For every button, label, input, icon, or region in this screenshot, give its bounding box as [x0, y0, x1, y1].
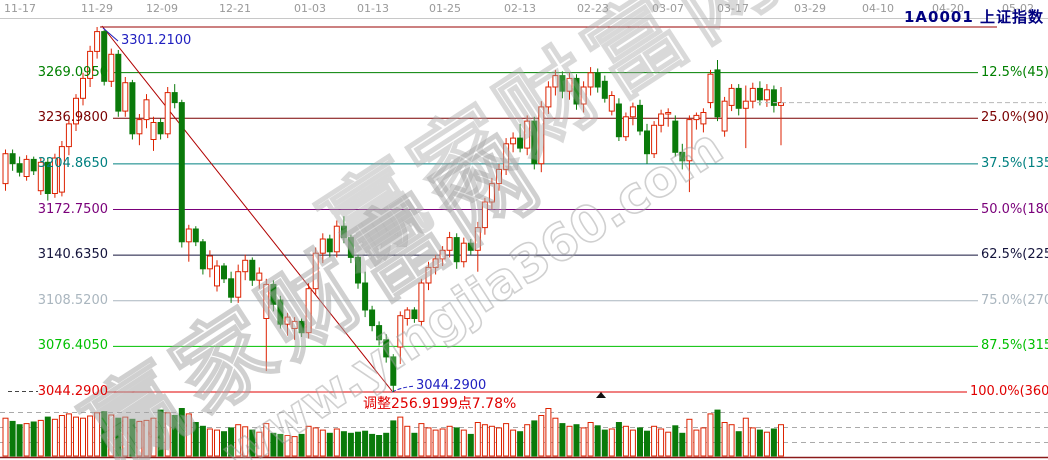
date-tick-label: 03-07 [652, 2, 684, 15]
fib-price-label: 3044.2900 [37, 384, 108, 399]
date-tick-label: 11-17 [4, 2, 36, 15]
date-tick-label: 03-17 [717, 2, 749, 15]
fib-percent-label: 12.5%(45) [981, 64, 1048, 80]
low-price-annotation: 3044.2900 [416, 378, 487, 393]
fib-price-label: 3269.0950 [37, 64, 108, 80]
fib-price-label: 3204.8650 [37, 155, 108, 171]
date-tick-label: 12-21 [219, 2, 251, 15]
date-tick-label: 12-09 [146, 2, 178, 15]
retracement-annotation: 调整256.9199点7.78% [363, 396, 517, 412]
fib-price-label: 3172.7500 [37, 201, 108, 217]
fib-percent-label: 50.0%(180) [981, 201, 1048, 217]
fib-price-label: 3140.6350 [37, 247, 108, 263]
fib-percent-label: 100.0%(360) [970, 384, 1048, 399]
fib-percent-label: 75.0%(270) [981, 292, 1048, 308]
date-tick-label: 02-13 [504, 2, 536, 15]
date-tick-label: 03-29 [794, 2, 826, 15]
date-tick-label: 05-02 [1002, 2, 1034, 15]
fib-percent-label: 87.5%(315) [981, 338, 1048, 354]
fib-price-label: 3076.4050 [37, 338, 108, 354]
date-tick-label: 04-20 [932, 2, 964, 15]
fib-percent-label: 25.0%(90) [981, 110, 1048, 126]
fib-price-label: 3236.9800 [37, 110, 108, 126]
date-tick-label: 04-10 [862, 2, 894, 15]
date-tick-label: 11-29 [81, 2, 113, 15]
fib-price-label: 3108.5200 [37, 292, 108, 308]
date-tick-label: 01-25 [429, 2, 461, 15]
fib-percent-label: 37.5%(135) [981, 155, 1048, 171]
high-price-annotation: 3301.2100 [121, 33, 192, 48]
signal-triangle-marker [596, 392, 606, 398]
fib-percent-label: 62.5%(225) [981, 247, 1048, 263]
date-tick-label: 02-23 [577, 2, 609, 15]
date-tick-label: 01-13 [357, 2, 389, 15]
date-tick-label: 01-03 [294, 2, 326, 15]
symbol-title: 1A0001 上证指数 [903, 8, 1044, 26]
